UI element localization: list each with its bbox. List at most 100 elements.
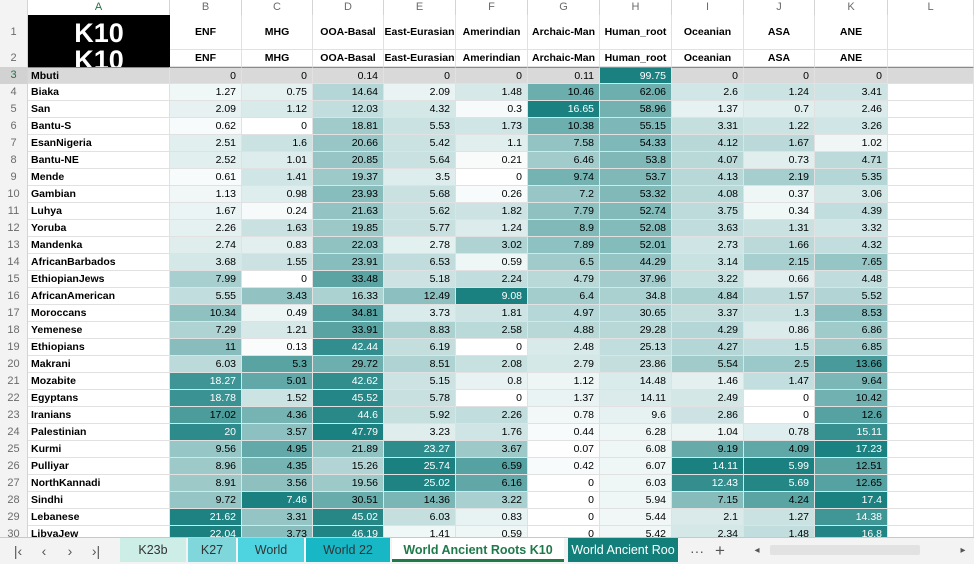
data-cell[interactable]: 5.78 <box>384 390 456 407</box>
data-cell[interactable]: 52.01 <box>600 237 672 254</box>
data-cell[interactable]: 1.24 <box>456 220 528 237</box>
data-cell[interactable]: 3.37 <box>672 305 744 322</box>
data-cell[interactable]: 0 <box>744 67 815 84</box>
data-cell[interactable]: 6.85 <box>815 339 888 356</box>
row-label[interactable]: Egyptans <box>28 390 170 407</box>
data-cell[interactable]: 25.74 <box>384 458 456 475</box>
data-cell[interactable]: 7.65 <box>815 254 888 271</box>
row-header[interactable]: 9 <box>0 169 28 186</box>
column-header[interactable]: L <box>888 0 974 15</box>
column-title[interactable]: OOA-Basal <box>313 15 384 50</box>
column-header[interactable]: H <box>600 0 672 15</box>
data-cell[interactable]: 0 <box>815 67 888 84</box>
column-title[interactable]: ASA <box>744 15 815 50</box>
data-cell[interactable]: 6.28 <box>600 424 672 441</box>
column-header[interactable]: A <box>28 0 170 15</box>
data-cell[interactable]: 30.51 <box>313 492 384 509</box>
data-cell[interactable]: 2.74 <box>170 237 242 254</box>
data-cell[interactable]: 20 <box>170 424 242 441</box>
data-cell[interactable]: 9.72 <box>170 492 242 509</box>
data-cell[interactable]: 62.06 <box>600 84 672 101</box>
data-cell[interactable]: 37.96 <box>600 271 672 288</box>
row-header[interactable]: 27 <box>0 475 28 492</box>
data-cell[interactable]: 6.03 <box>600 475 672 492</box>
data-cell[interactable]: 18.27 <box>170 373 242 390</box>
data-cell[interactable]: 12.65 <box>815 475 888 492</box>
data-cell[interactable]: 55.15 <box>600 118 672 135</box>
data-cell[interactable]: 5.3 <box>242 356 313 373</box>
data-cell[interactable]: 0.62 <box>170 118 242 135</box>
empty-cell[interactable] <box>888 101 974 118</box>
empty-cell[interactable] <box>888 169 974 186</box>
row-header[interactable]: 17 <box>0 305 28 322</box>
data-cell[interactable]: 0 <box>170 67 242 84</box>
row-label[interactable]: Mende <box>28 169 170 186</box>
row-header[interactable]: 28 <box>0 492 28 509</box>
sheet-tab[interactable]: World Ancient Roots K10 <box>392 538 564 562</box>
column-title[interactable]: Human_root <box>600 15 672 50</box>
data-cell[interactable]: 1.3 <box>744 305 815 322</box>
data-cell[interactable]: 1.52 <box>242 390 313 407</box>
data-cell[interactable]: 22.04 <box>170 526 242 537</box>
data-cell[interactable]: 0.26 <box>456 186 528 203</box>
row-header[interactable]: 6 <box>0 118 28 135</box>
data-cell[interactable]: 6.03 <box>170 356 242 373</box>
row-label[interactable]: Gambian <box>28 186 170 203</box>
data-cell[interactable]: 0.11 <box>528 67 600 84</box>
column-header[interactable]: J <box>744 0 815 15</box>
data-cell[interactable]: 5.44 <box>600 509 672 526</box>
data-cell[interactable]: 53.7 <box>600 169 672 186</box>
sheet-tab[interactable]: K23b <box>120 538 186 562</box>
data-cell[interactable]: 3.06 <box>815 186 888 203</box>
data-cell[interactable]: 0.24 <box>242 203 313 220</box>
row-header[interactable]: 30 <box>0 526 28 537</box>
data-cell[interactable]: 8.51 <box>384 356 456 373</box>
data-cell[interactable]: 0 <box>242 67 313 84</box>
data-cell[interactable]: 1.01 <box>242 152 313 169</box>
data-cell[interactable]: 1.73 <box>456 118 528 135</box>
data-cell[interactable]: 6.07 <box>600 458 672 475</box>
data-cell[interactable]: 6.53 <box>384 254 456 271</box>
data-cell[interactable]: 5.77 <box>384 220 456 237</box>
data-cell[interactable]: 7.46 <box>242 492 313 509</box>
row-header[interactable]: 18 <box>0 322 28 339</box>
data-cell[interactable]: 52.74 <box>600 203 672 220</box>
empty-cell[interactable] <box>888 271 974 288</box>
data-cell[interactable]: 10.38 <box>528 118 600 135</box>
empty-cell[interactable] <box>888 356 974 373</box>
column-header[interactable]: B <box>170 0 242 15</box>
row-label[interactable]: NorthKannadi <box>28 475 170 492</box>
data-cell[interactable]: 5.15 <box>384 373 456 390</box>
data-cell[interactable]: 0.75 <box>242 84 313 101</box>
data-cell[interactable]: 2.15 <box>744 254 815 271</box>
data-cell[interactable]: 45.52 <box>313 390 384 407</box>
data-cell[interactable]: 33.48 <box>313 271 384 288</box>
data-cell[interactable]: 0 <box>242 118 313 135</box>
data-cell[interactable]: 1.27 <box>170 84 242 101</box>
row-label[interactable]: Luhya <box>28 203 170 220</box>
data-cell[interactable]: 99.75 <box>600 67 672 84</box>
row-label[interactable]: San <box>28 101 170 118</box>
empty-cell[interactable] <box>888 322 974 339</box>
data-cell[interactable]: 7.29 <box>170 322 242 339</box>
data-cell[interactable]: 3.02 <box>456 237 528 254</box>
column-title[interactable]: East-Eurasian <box>384 15 456 50</box>
data-cell[interactable]: 1.21 <box>242 322 313 339</box>
row-header[interactable]: 2 <box>0 50 28 67</box>
data-cell[interactable]: 2.26 <box>456 407 528 424</box>
data-cell[interactable]: 19.37 <box>313 169 384 186</box>
row-header[interactable]: 22 <box>0 390 28 407</box>
data-cell[interactable]: 34.81 <box>313 305 384 322</box>
data-cell[interactable]: 0.8 <box>456 373 528 390</box>
row-header[interactable]: 8 <box>0 152 28 169</box>
data-cell[interactable]: 5.68 <box>384 186 456 203</box>
column-title[interactable]: East-Eurasian <box>384 50 456 67</box>
data-cell[interactable]: 0 <box>744 390 815 407</box>
data-cell[interactable]: 23.93 <box>313 186 384 203</box>
data-cell[interactable]: 1.12 <box>528 373 600 390</box>
data-cell[interactable]: 0 <box>456 169 528 186</box>
data-cell[interactable]: 9.64 <box>815 373 888 390</box>
data-cell[interactable]: 2.1 <box>672 509 744 526</box>
data-cell[interactable]: 0.3 <box>456 101 528 118</box>
row-label[interactable]: Biaka <box>28 84 170 101</box>
